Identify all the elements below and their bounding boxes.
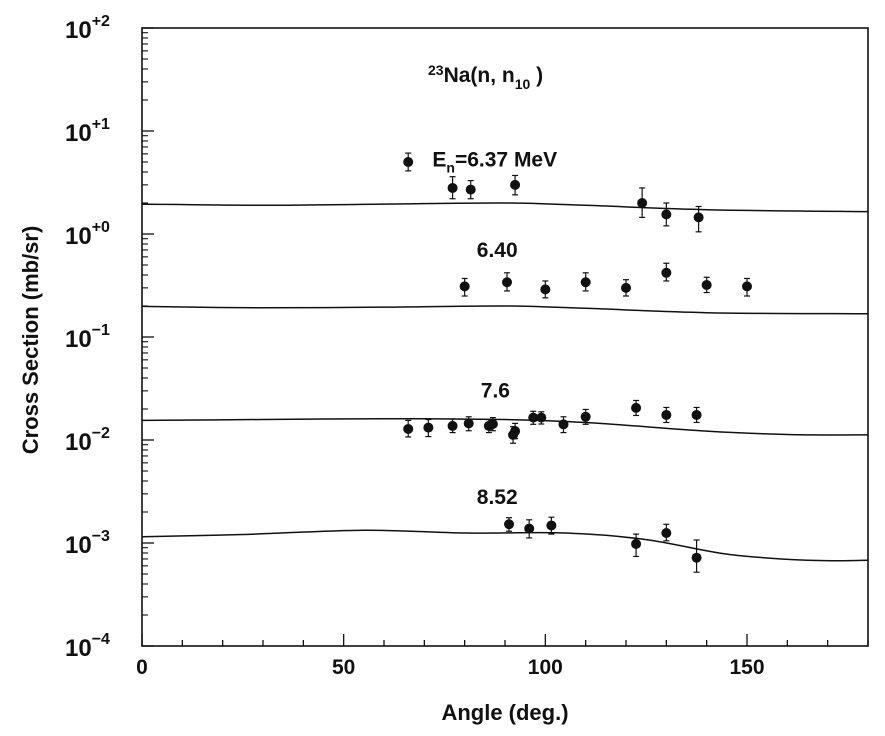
series-label-text: =6.37 MeV xyxy=(455,149,557,172)
y-tick-label: 10−1 xyxy=(65,322,110,353)
title-mass-number: 23 xyxy=(428,62,444,78)
series-label: 8.52 xyxy=(477,486,518,509)
y-tick-exponent: −2 xyxy=(92,425,110,442)
reaction-title: 23Na(n, n10 ) xyxy=(428,62,543,92)
x-tick-label: 50 xyxy=(332,656,355,679)
y-axis-label: Cross Section (mb/sr) xyxy=(18,226,43,455)
y-tick-base: 10 xyxy=(65,120,92,147)
data-point xyxy=(504,519,515,530)
series-curve xyxy=(141,529,869,562)
y-tick-exponent: −1 xyxy=(92,322,110,339)
y-tick-label: 10−2 xyxy=(65,425,110,456)
y-tick-exponent: −3 xyxy=(92,528,110,545)
x-tick-label: 100 xyxy=(528,656,563,679)
y-tick-exponent: +2 xyxy=(92,13,110,30)
series-label-prefix: E xyxy=(432,149,446,172)
data-point xyxy=(447,182,458,193)
data-point xyxy=(447,420,458,431)
data-point xyxy=(536,412,547,423)
series-label-subscript: n xyxy=(446,160,455,176)
y-tick-label: 10+0 xyxy=(65,219,110,250)
data-point xyxy=(742,281,752,292)
series-curve xyxy=(141,305,869,315)
series-label: 7.6 xyxy=(481,379,510,402)
data-point xyxy=(631,402,642,413)
data-point xyxy=(661,209,672,220)
data-point xyxy=(463,418,474,429)
series-label: En=6.37 MeV xyxy=(432,149,557,176)
data-point xyxy=(558,419,569,430)
data-point xyxy=(403,423,414,434)
y-tick-label: 10−3 xyxy=(65,528,110,559)
y-tick-label: 10+1 xyxy=(65,116,110,147)
data-point xyxy=(423,422,434,433)
data-point xyxy=(580,411,591,422)
series-curve xyxy=(141,417,869,436)
data-point xyxy=(403,157,414,168)
y-tick-label: 10+2 xyxy=(65,13,110,44)
data-point xyxy=(621,282,631,293)
y-tick-exponent: +1 xyxy=(92,116,110,133)
x-tick-label: 150 xyxy=(729,656,764,679)
data-point xyxy=(631,538,642,549)
data-point xyxy=(540,284,551,295)
title-close: ) xyxy=(530,64,543,87)
data-point xyxy=(487,419,498,430)
data-point xyxy=(580,277,591,288)
labels-layer: En=6.37 MeV 6.40 7.6 8.52 xyxy=(432,149,557,509)
data-point xyxy=(637,197,648,208)
x-tick-label: 0 xyxy=(136,656,148,679)
title-symbol: Na(n, n xyxy=(444,64,515,87)
y-tick-exponent: +0 xyxy=(92,219,110,236)
data-point xyxy=(465,184,476,195)
data-point xyxy=(546,520,557,531)
plot-frame xyxy=(141,27,869,647)
series-label: 6.40 xyxy=(477,239,518,262)
y-tick-base: 10 xyxy=(65,223,92,250)
data-point xyxy=(524,523,535,534)
data-point xyxy=(528,412,539,423)
y-tick-base: 10 xyxy=(65,326,92,353)
y-tick-base: 10 xyxy=(65,17,92,44)
series-curve xyxy=(141,202,869,213)
y-tick-base: 10 xyxy=(65,429,92,456)
data-point xyxy=(661,528,672,539)
curves-layer xyxy=(141,202,869,562)
points-layer xyxy=(403,152,752,573)
x-axis-label: Angle (deg.) xyxy=(441,700,568,725)
data-point xyxy=(693,212,704,223)
y-tick-base: 10 xyxy=(65,532,92,559)
y-tick-exponent: −4 xyxy=(92,631,110,648)
y-tick-label: 10−4 xyxy=(65,631,110,662)
data-point xyxy=(661,409,672,420)
data-point xyxy=(502,277,513,288)
data-point xyxy=(691,409,702,420)
data-point xyxy=(459,281,470,292)
data-point xyxy=(510,179,521,190)
title-level-subscript: 10 xyxy=(515,76,531,92)
data-point xyxy=(691,552,702,563)
data-point xyxy=(701,279,712,290)
data-point xyxy=(510,426,521,437)
data-point xyxy=(661,267,672,278)
y-tick-base: 10 xyxy=(65,635,92,662)
